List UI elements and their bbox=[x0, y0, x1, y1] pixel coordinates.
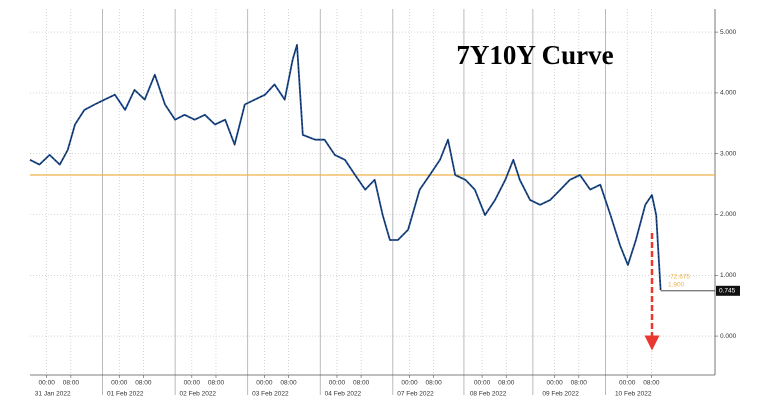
x-tick-label: 00:00 bbox=[619, 380, 636, 387]
last-value-box bbox=[716, 285, 740, 296]
x-day-label: 10 Feb 2022 bbox=[615, 391, 652, 398]
x-tick-label: 00:00 bbox=[401, 380, 418, 387]
x-tick-label: 08:00 bbox=[353, 380, 370, 387]
x-tick-label: 08:00 bbox=[426, 380, 443, 387]
x-day-label: 02 Feb 2022 bbox=[180, 391, 217, 398]
x-tick-label: 08:00 bbox=[208, 380, 225, 387]
annotation: -72.675 bbox=[668, 274, 690, 281]
annotation: 1.900 bbox=[668, 282, 685, 289]
x-tick-label: 08:00 bbox=[280, 380, 297, 387]
x-day-label: 01 Feb 2022 bbox=[107, 391, 144, 398]
last-value-label: 0.745 bbox=[719, 288, 736, 295]
x-tick-label: 08:00 bbox=[498, 380, 515, 387]
y-tick-label: 0.000 bbox=[720, 333, 737, 340]
series-line bbox=[29, 44, 662, 290]
y-tick-label: 5.000 bbox=[720, 29, 737, 36]
x-tick-label: 00:00 bbox=[474, 380, 491, 387]
x-day-label: 31 Jan 2022 bbox=[35, 391, 71, 398]
x-day-label: 03 Feb 2022 bbox=[252, 391, 289, 398]
x-tick-label: 00:00 bbox=[546, 380, 563, 387]
x-tick-label: 08:00 bbox=[135, 380, 152, 387]
x-day-label: 04 Feb 2022 bbox=[325, 391, 362, 398]
x-day-label: 09 Feb 2022 bbox=[542, 391, 579, 398]
x-tick-label: 00:00 bbox=[329, 380, 346, 387]
x-tick-label: 00:00 bbox=[184, 380, 201, 387]
x-tick-label: 08:00 bbox=[643, 380, 660, 387]
y-tick-label: 2.000 bbox=[720, 211, 737, 218]
x-day-label: 07 Feb 2022 bbox=[397, 391, 434, 398]
x-tick-label: 00:00 bbox=[111, 380, 128, 387]
x-tick-label: 00:00 bbox=[39, 380, 56, 387]
x-day-label: 08 Feb 2022 bbox=[470, 391, 507, 398]
series-line-shadow bbox=[29, 44, 661, 290]
y-tick-label: 3.000 bbox=[720, 150, 737, 157]
grid: 0.000 1.000 2.000 3.000 4.000 5.000 00:00 08:00… bbox=[30, 9, 737, 398]
y-tick-label: 1.000 bbox=[720, 272, 737, 279]
chart-title: 7Y10Y Curve bbox=[456, 40, 613, 70]
x-tick-label: 08:00 bbox=[63, 380, 80, 387]
y-tick-label: 4.000 bbox=[720, 90, 737, 97]
x-tick-label: 00:00 bbox=[256, 380, 273, 387]
x-tick-label: 08:00 bbox=[571, 380, 588, 387]
